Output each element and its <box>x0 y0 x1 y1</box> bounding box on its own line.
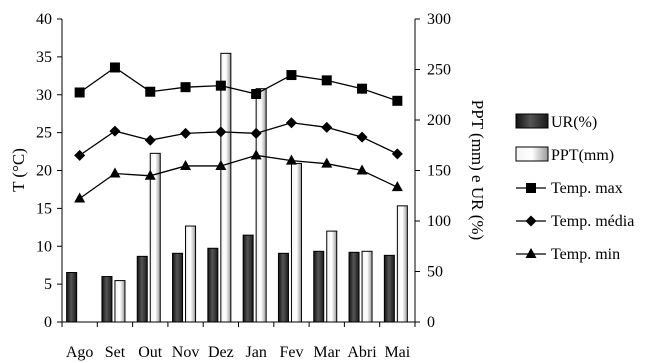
lines <box>74 62 403 203</box>
point-temp-max <box>321 75 332 86</box>
bar-ppt <box>114 280 126 323</box>
point-temp-max <box>392 95 403 106</box>
y-right-tick-label: 0 <box>427 314 435 331</box>
point-temp-min <box>321 157 333 168</box>
bar-ur <box>136 255 148 323</box>
bar-ur <box>66 272 78 323</box>
y-left-axis-label: T (°C) <box>9 148 28 192</box>
y-left-ticks: 0 5 10 15 20 25 30 35 40 <box>36 11 62 331</box>
x-tick-label: Dez <box>208 344 234 361</box>
point-temp-min <box>144 169 156 180</box>
point-temp-max <box>251 88 262 99</box>
point-temp-media <box>144 134 156 146</box>
point-temp-max <box>215 80 226 91</box>
legend-marker-temp-media <box>525 215 537 227</box>
point-temp-max <box>109 62 120 73</box>
legend-swatch-ur <box>515 113 549 129</box>
y-left-tick-label: 35 <box>36 49 52 66</box>
legend-label: Temp. média <box>551 213 634 230</box>
y-left-tick-label: 10 <box>36 238 52 255</box>
x-tick-label: Set <box>105 344 126 361</box>
x-tick-label: Fev <box>279 344 303 361</box>
y-right-tick-label: 50 <box>427 264 443 281</box>
bar-ppt <box>255 88 267 323</box>
series-line-temp-max <box>79 66 398 102</box>
series-line-temp-min <box>79 154 398 200</box>
point-temp-max <box>145 86 156 97</box>
point-temp-media <box>250 127 262 139</box>
y-right-ticks: 0 50 100 150 200 250 300 <box>415 11 451 331</box>
y-left-tick-label: 20 <box>36 163 52 180</box>
bar-ppt <box>361 250 373 323</box>
point-temp-min <box>109 167 121 178</box>
legend-marker-temp-max <box>526 183 536 193</box>
legend-label: Temp. min <box>551 246 620 263</box>
point-temp-min <box>250 149 262 160</box>
bar-ppt <box>326 230 338 323</box>
bar-ppt <box>396 205 408 323</box>
bar-ur <box>277 252 289 323</box>
y-right-axis-label: PPT (mm) e UR (%) <box>468 100 487 240</box>
bar-ur <box>313 250 325 323</box>
y-left-tick-label: 5 <box>44 276 52 293</box>
x-tick-label: Ago <box>66 344 94 361</box>
y-left-tick-label: 25 <box>36 125 52 142</box>
legend-swatch-ppt <box>515 146 549 162</box>
legend-label: PPT(mm) <box>551 147 614 164</box>
point-temp-max <box>286 70 297 81</box>
y-left-tick-label: 0 <box>44 314 52 331</box>
bar-ur <box>383 254 395 323</box>
bar-ur <box>348 251 360 323</box>
x-tick-label: Out <box>138 344 163 361</box>
bar-ppt <box>220 52 232 323</box>
y-left-tick-label: 40 <box>36 11 52 28</box>
point-temp-min <box>391 181 403 192</box>
bar-ur <box>207 247 219 323</box>
legend: UR(%) PPT(mm) Temp. max Temp. média Temp. mi… <box>515 113 634 263</box>
x-tick-label: Abri <box>347 344 377 361</box>
bar-ur <box>101 276 113 323</box>
x-tick-label: Mar <box>313 344 340 361</box>
y-right-tick-label: 300 <box>427 11 451 28</box>
point-temp-max <box>357 83 368 94</box>
point-temp-media <box>74 149 86 161</box>
bar-ppt <box>290 162 302 323</box>
y-right-tick-label: 100 <box>427 213 451 230</box>
point-temp-min <box>285 154 297 165</box>
point-temp-media <box>321 121 333 133</box>
point-temp-max <box>74 87 85 98</box>
legend-label: UR(%) <box>551 114 597 131</box>
y-right-tick-label: 200 <box>427 112 451 129</box>
y-left-tick-label: 30 <box>36 87 52 104</box>
y-right-tick-label: 250 <box>427 62 451 79</box>
bar-ur <box>242 234 254 323</box>
bar-ppt <box>185 225 197 323</box>
point-temp-media <box>391 148 403 160</box>
point-temp-min <box>180 159 192 170</box>
point-temp-min <box>74 192 86 203</box>
series-line-temp-media <box>79 122 398 156</box>
point-temp-media <box>180 127 192 139</box>
x-tick-label: Jan <box>245 344 266 361</box>
y-left-tick-label: 15 <box>36 200 52 217</box>
y-right-tick-label: 150 <box>427 163 451 180</box>
point-temp-max <box>180 82 191 93</box>
bars <box>66 52 408 323</box>
bar-ppt <box>149 152 161 323</box>
x-tick-label: Mai <box>384 344 410 361</box>
point-temp-min <box>356 164 368 175</box>
bar-ur <box>172 252 184 323</box>
point-temp-media <box>285 117 297 129</box>
legend-label: Temp. max <box>551 180 623 197</box>
point-temp-media <box>215 126 227 138</box>
point-temp-media <box>356 131 368 143</box>
point-temp-min <box>215 159 227 170</box>
point-temp-media <box>109 125 121 137</box>
x-tick-label: Nov <box>172 344 200 361</box>
legend-marker-temp-min <box>525 248 537 258</box>
x-ticks: Ago Set Out Nov Dez Jan Fev Mar Abri Mai <box>61 322 416 361</box>
